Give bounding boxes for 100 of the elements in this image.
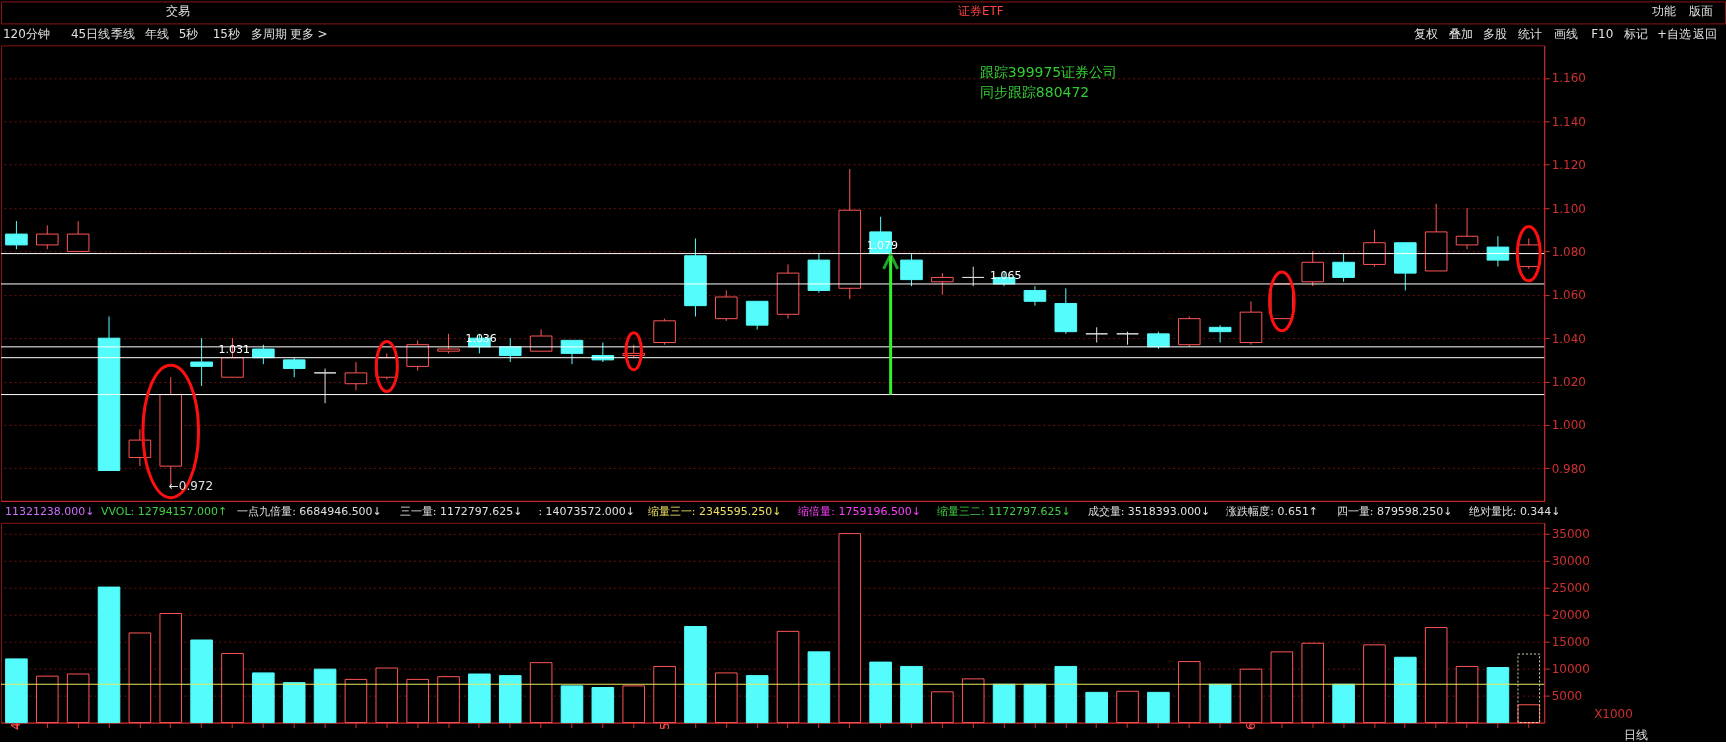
bar [344,678,368,724]
text: 四一量: 879598.250↓ [1336,504,1453,518]
text: 季线 [110,27,135,42]
bar [1455,665,1479,724]
text: 更多 > [289,27,328,42]
candlestick [1023,285,1047,307]
y-tick-label: 1.140 [1551,114,1586,129]
candlestick [1301,250,1325,287]
bar [1177,661,1201,724]
y-axis-title: X1000 [1594,706,1633,721]
y-tick-label: 25000 [1551,581,1590,596]
bar [1147,691,1170,724]
y-tick-label: 30000 [1551,554,1590,569]
text: 45日线 [70,27,111,42]
text: 缩倍量: 1759196.500↓ [798,504,922,518]
y-tick-label: 1.160 [1551,71,1586,86]
text: : 14073572.000↓ [538,504,635,518]
bar [1332,683,1355,724]
text: 一点九倍量: 6684946.500↓ [237,504,382,518]
candlestick [1116,331,1139,346]
bar [1023,683,1047,724]
text: 缩量三一: 2345595.250↓ [647,504,782,518]
annotation: 跟踪399975证券公司 [979,64,1118,81]
bar [745,675,769,724]
candlestick [715,289,738,322]
text: F10 [1591,27,1614,42]
y-tick-label: 20000 [1551,608,1590,623]
text: 返回 [1693,27,1718,42]
text: 交易 [165,4,190,19]
text: 三一量: 1172797.625↓ [399,504,523,518]
bar [313,668,337,724]
y-tick-label: 1.040 [1551,331,1586,346]
text: 多周期 [250,27,287,42]
bar [869,661,892,724]
text: 15秒 [212,27,240,42]
bar [1208,683,1232,724]
text: 年线 [144,27,169,42]
y-tick-label: 5000 [1551,689,1583,704]
bar [1085,691,1108,724]
candlestick [1208,324,1232,344]
bar [159,613,183,724]
y-tick-label: 1.020 [1551,375,1586,390]
text: 120分钟 [3,27,50,42]
bar [807,651,831,724]
bar [529,662,553,724]
candlestick [66,220,90,252]
bar [66,673,90,724]
candlestick [1085,326,1108,344]
candlestick [931,272,954,296]
candlestick [745,300,769,331]
bar [653,665,676,724]
y-tick-label: 1.000 [1551,418,1586,433]
text: 叠加 [1449,27,1474,42]
candlestick [344,361,368,391]
text: 11321238.000↓ [4,504,95,518]
x-tick-label: 4 [9,722,24,731]
bar [560,685,584,724]
candlestick [190,337,213,387]
bar [992,683,1016,724]
bar [221,652,244,724]
bar [437,676,460,724]
text: 证券ETF [957,4,1004,19]
bar [961,678,985,724]
bar [684,625,707,724]
y-tick-label: 0.980 [1551,461,1586,476]
bar [282,682,306,724]
bar [900,665,923,724]
text: 缩量三二: 1172797.625↓ [937,504,1071,518]
bar [468,673,491,724]
candlestick [1455,207,1479,250]
candlestick [1363,229,1386,268]
y-tick-label: 15000 [1551,635,1590,650]
bar [190,639,213,724]
bar [1486,667,1510,724]
annotation: 同步跟踪880472 [979,84,1090,101]
bar [128,632,152,724]
bar [252,672,275,724]
bar [1270,651,1294,724]
text: 版面 [1689,4,1714,19]
bar [1116,690,1139,724]
text: 标记 [1623,27,1649,42]
bar [1517,653,1541,724]
bar [715,672,738,724]
text: 5秒 [178,27,199,42]
bar [591,687,615,724]
bar [1239,668,1263,724]
y-tick-label: 1.080 [1551,244,1586,259]
bar [375,667,399,724]
y-tick-label: 1.060 [1551,288,1586,303]
candlestick [1332,253,1355,283]
text: 多股 [1483,27,1508,42]
candlestick [961,266,985,287]
y-tick-label: 1.120 [1551,158,1586,173]
y-tick-label: 10000 [1551,662,1590,677]
bar [622,685,646,724]
bar [931,691,954,724]
bar [1301,642,1325,724]
candlestick [282,357,306,378]
text: VVOL: 12794157.000↑ [100,504,228,518]
candlestick [1486,235,1510,268]
